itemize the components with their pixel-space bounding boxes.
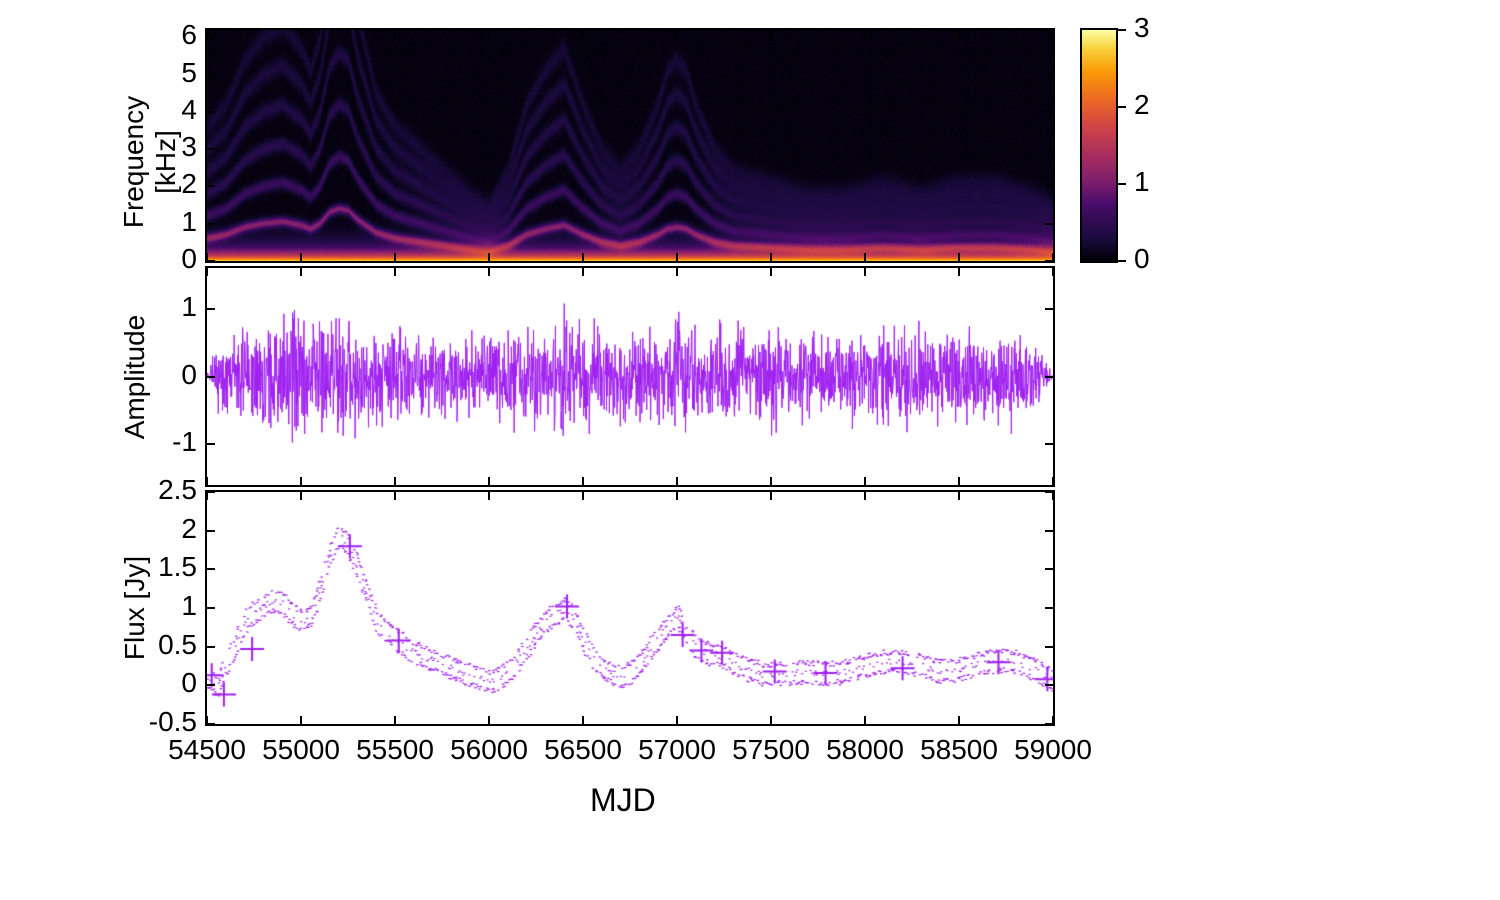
ytick-label: 0.5	[127, 629, 197, 661]
ytick-label: 6	[127, 19, 197, 51]
colorbar	[1080, 28, 1118, 263]
ytick-label: 1	[127, 590, 197, 622]
ytick-label: 1	[127, 206, 197, 238]
xtick-label: 55000	[262, 734, 340, 766]
figure-root: Frequency[kHz] Amplitude Flux [Jy] MJD 0…	[0, 0, 1500, 900]
xtick-label: 57500	[732, 734, 810, 766]
ytick-label: 2	[127, 168, 197, 200]
ytick-label: 4	[127, 94, 197, 126]
colorbar-tick-label: 0	[1134, 243, 1150, 275]
xtick-label: 55500	[356, 734, 434, 766]
ytick-label: 0	[127, 243, 197, 275]
colorbar-tick-label: 3	[1134, 12, 1150, 44]
xlabel-mjd: MJD	[590, 782, 656, 819]
xtick-label: 58000	[826, 734, 904, 766]
ytick-label: 5	[127, 57, 197, 89]
colorbar-tick-label: 2	[1134, 89, 1150, 121]
xtick-label: 56000	[450, 734, 528, 766]
ytick-label: 1	[127, 291, 197, 323]
xtick-label: 57000	[638, 734, 716, 766]
xtick-label: 54500	[168, 734, 246, 766]
ytick-label: 3	[127, 131, 197, 163]
xtick-label: 56500	[544, 734, 622, 766]
ytick-label: 1.5	[127, 551, 197, 583]
panel-flux	[205, 490, 1055, 726]
ytick-label: -1	[127, 426, 197, 458]
ytick-label: 2.5	[127, 474, 197, 506]
xtick-label: 58500	[920, 734, 998, 766]
ytick-label: 0	[127, 667, 197, 699]
ytick-label: 0	[127, 359, 197, 391]
ytick-label: 2	[127, 513, 197, 545]
panel-spectrogram	[205, 28, 1055, 263]
panel-amplitude	[205, 266, 1055, 487]
xtick-label: 59000	[1014, 734, 1092, 766]
colorbar-tick-label: 1	[1134, 166, 1150, 198]
